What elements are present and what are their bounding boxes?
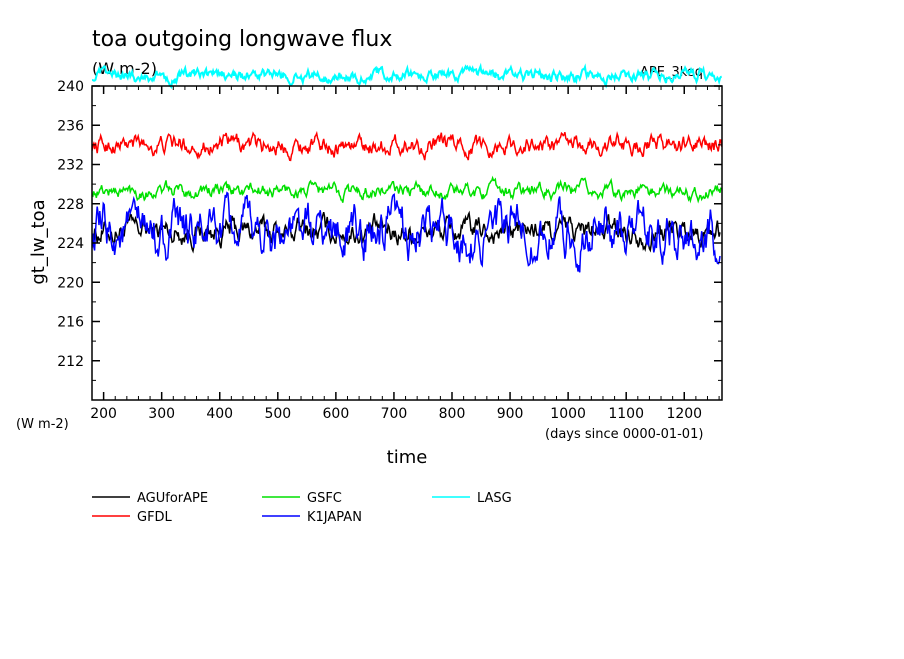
series-layer: [92, 62, 722, 273]
legend-label-lasg: LASG: [477, 491, 512, 506]
x-tick-label: 800: [439, 406, 466, 422]
series-line-lasg: [92, 62, 722, 90]
axes-layer: 212 216 220 224 228 232 236 240 200 300 400 500 600 7…: [57, 79, 723, 422]
legend-label-gfdl: GFDL: [137, 510, 173, 525]
y-tick-label: 240: [57, 79, 84, 95]
y-tick-label: 224: [57, 236, 84, 252]
y-tick-label: 220: [57, 275, 84, 291]
x-tick-label: 900: [497, 406, 524, 422]
y-units-label: (W m-2): [16, 417, 69, 432]
legend-label-k1japan: K1JAPAN: [307, 510, 362, 525]
x-tick-label: 700: [381, 406, 408, 422]
x-tick-label: 300: [148, 406, 175, 422]
legend: AGUforAPE GFDL GSFC K1JAPAN LASG: [92, 491, 512, 525]
x-tick-label: 1000: [550, 406, 586, 422]
y-tick-label: 216: [57, 315, 84, 331]
y-tick-label: 232: [57, 158, 84, 174]
series-line-gfdl: [92, 130, 722, 162]
y-tick-label: 228: [57, 197, 84, 213]
y-axis-label: gt_lw_toa: [28, 199, 49, 284]
x-tick-label: 500: [264, 406, 291, 422]
series-line-gsfc: [92, 175, 722, 204]
x-axis-label: time: [387, 447, 428, 468]
x-tick-label: 1100: [608, 406, 644, 422]
x-tick-label: 400: [206, 406, 233, 422]
x-tick-label: 200: [90, 406, 117, 422]
chart-title: toa outgoing longwave flux: [92, 27, 392, 52]
series-line-k1japan: [92, 191, 721, 273]
legend-label-gsfc: GSFC: [307, 491, 342, 506]
x-units-label: (days since 0000-01-01): [545, 427, 703, 442]
legend-label-aguforape: AGUforAPE: [137, 491, 208, 506]
y-tick-label: 236: [57, 118, 84, 134]
x-tick-label: 1200: [666, 406, 702, 422]
experiment-label: APE_3keq: [640, 65, 703, 80]
x-tick-label: 600: [323, 406, 350, 422]
y-tick-label: 212: [57, 354, 84, 370]
